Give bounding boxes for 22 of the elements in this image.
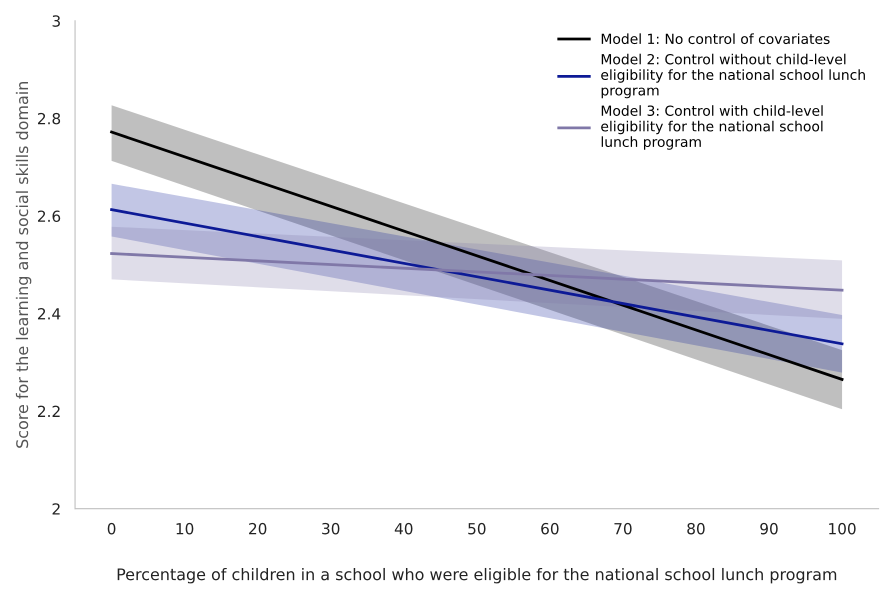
x-tick-label: 70 bbox=[614, 522, 632, 534]
legend-label: Model 1: No control of covariates bbox=[602, 33, 830, 44]
x-tick-label: 100 bbox=[829, 522, 856, 534]
y-tick-label: 2.2 bbox=[38, 406, 60, 417]
legend-label: Model 3: Control with child-level eligibility for the national school lunch program bbox=[601, 105, 823, 150]
y-tick-label: 2.8 bbox=[38, 112, 60, 124]
x-tick-label: 40 bbox=[394, 522, 412, 534]
x-tick-label: 80 bbox=[687, 522, 705, 534]
y-tick-label: 2.4 bbox=[38, 308, 60, 320]
y-tick-label: 3 bbox=[52, 15, 60, 27]
x-tick-label: 0 bbox=[108, 522, 116, 534]
y-axis-title: Score for the learning and social skills domain bbox=[16, 82, 32, 448]
x-tick-label: 30 bbox=[322, 522, 340, 534]
y-tick-label: 2 bbox=[52, 503, 60, 515]
x-tick-label: 50 bbox=[468, 522, 486, 534]
legend-label: Model 2: Control without child-level eligibility for the national school lunch program bbox=[601, 54, 865, 98]
x-tick-label: 20 bbox=[249, 522, 266, 534]
x-tick-label: 90 bbox=[760, 522, 778, 534]
x-tick-label: 60 bbox=[541, 522, 559, 534]
y-tick-label: 2.6 bbox=[38, 210, 60, 222]
x-tick-label: 10 bbox=[176, 522, 194, 534]
x-axis-title: Percentage of children in a school who were eligible for the national school lunch program bbox=[118, 568, 836, 584]
